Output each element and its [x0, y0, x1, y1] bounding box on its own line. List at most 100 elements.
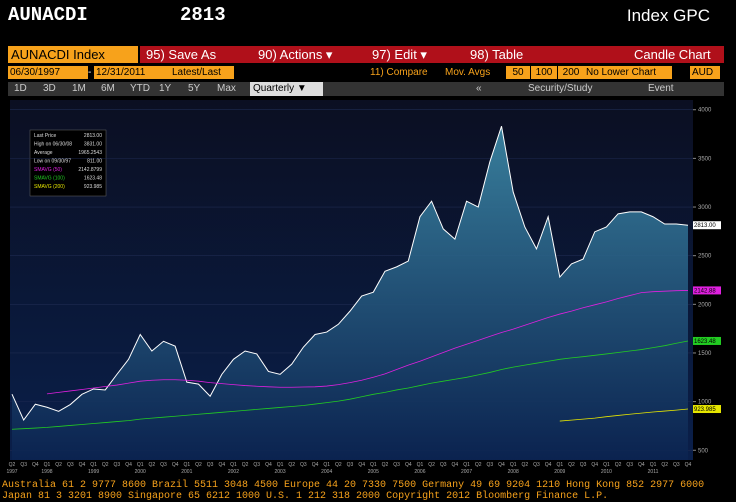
- legend-label: Average: [34, 150, 53, 156]
- mode-select[interactable]: Latest/Last: [170, 66, 234, 79]
- compare-button[interactable]: 11) Compare: [370, 67, 428, 78]
- x-tick-label: Q3: [207, 462, 214, 468]
- x-tick-label: Q1: [603, 462, 610, 468]
- end-date[interactable]: 12/31/2011: [94, 66, 170, 79]
- x-tick-label: Q1: [230, 462, 237, 468]
- x-tick-label: Q4: [312, 462, 319, 468]
- currency-select[interactable]: AUD: [690, 66, 720, 79]
- x-tick-label: Q3: [67, 462, 74, 468]
- year-label: 2006: [414, 469, 425, 475]
- edit-button[interactable]: 97) Edit ▾: [372, 47, 427, 62]
- x-tick-label: Q2: [242, 462, 249, 468]
- last-value-box: [693, 221, 721, 230]
- x-tick-label: Q4: [638, 462, 645, 468]
- year-label: 2003: [275, 469, 286, 475]
- event-button[interactable]: Event: [648, 83, 674, 94]
- last-value-label: 2813.00: [694, 223, 716, 229]
- x-tick-label: Q4: [172, 462, 179, 468]
- x-tick-label: Q4: [218, 462, 225, 468]
- collapse-button[interactable]: «: [476, 83, 482, 94]
- period-tab[interactable]: 1M: [72, 83, 86, 94]
- legend-value: 2142.8799: [78, 167, 102, 173]
- save-as-button[interactable]: 95) Save As: [146, 47, 217, 62]
- x-tick-label: Q4: [591, 462, 598, 468]
- x-tick-label: Q2: [615, 462, 622, 468]
- period-tab[interactable]: 3D: [43, 83, 56, 94]
- year-label: 1998: [41, 469, 52, 475]
- line: [46, 290, 689, 395]
- legend-label: High on 06/30/08: [34, 142, 72, 148]
- legend-label: Last Price: [34, 133, 56, 139]
- x-tick-label: Q3: [440, 462, 447, 468]
- x-tick-label: Q1: [137, 462, 144, 468]
- ma-field[interactable]: 100: [531, 66, 557, 79]
- y-tick-label: 4000: [698, 108, 712, 114]
- x-tick-label: Q4: [79, 462, 86, 468]
- study-button[interactable]: Security/Study: [528, 83, 593, 94]
- last-value-box: [693, 286, 721, 295]
- x-tick-label: Q3: [673, 462, 680, 468]
- x-tick-label: Q3: [626, 462, 633, 468]
- y-tick-label: 2000: [698, 302, 712, 308]
- year-label: 2011: [648, 469, 659, 475]
- y-tick-label: 1000: [698, 400, 712, 406]
- chart-type-button[interactable]: Candle Chart: [634, 47, 711, 62]
- ma-field[interactable]: 50: [506, 66, 530, 79]
- year-label: 2010: [601, 469, 612, 475]
- x-tick-label: Q4: [265, 462, 272, 468]
- x-tick-label: Q1: [44, 462, 51, 468]
- table-button[interactable]: 98) Table: [470, 47, 524, 62]
- footer-line: Australia 61 2 9777 8600 Brazil 5511 304…: [2, 480, 705, 491]
- actions-button[interactable]: 90) Actions ▾: [258, 47, 333, 62]
- legend-value: 3831.00: [84, 142, 102, 148]
- x-tick-label: Q1: [556, 462, 563, 468]
- legend-label: Low on 09/30/97: [34, 159, 71, 165]
- legend-value: 811.00: [87, 159, 102, 165]
- line: [11, 340, 689, 430]
- x-tick-label: Q4: [32, 462, 39, 468]
- x-tick-label: Q1: [323, 462, 330, 468]
- axis-area: [693, 100, 723, 460]
- x-tick-label: Q2: [9, 462, 16, 468]
- x-tick-label: Q2: [428, 462, 435, 468]
- line: [559, 408, 689, 422]
- period-tab[interactable]: 1Y: [159, 83, 172, 94]
- period-tab[interactable]: 5Y: [188, 83, 201, 94]
- x-tick-label: Q3: [253, 462, 260, 468]
- year-label: 2009: [554, 469, 565, 475]
- x-tick-label: Q2: [521, 462, 528, 468]
- legend-label: SMAVG (200): [34, 184, 65, 190]
- mov-avgs-label: Mov. Avgs: [445, 67, 491, 78]
- lower-chart-select[interactable]: No Lower Chart: [584, 66, 672, 79]
- x-tick-label: Q2: [475, 462, 482, 468]
- security-field[interactable]: AUNACDI Index: [8, 46, 138, 63]
- legend-label: SMAVG (100): [34, 176, 65, 182]
- y-tick-label: 1500: [698, 351, 712, 357]
- x-tick-label: Q1: [510, 462, 517, 468]
- x-tick-label: Q2: [661, 462, 668, 468]
- frequency-select[interactable]: Quarterly ▼: [250, 82, 323, 96]
- ma-field[interactable]: 200: [558, 66, 584, 79]
- period-tab[interactable]: YTD: [130, 83, 150, 94]
- legend-value: 1965.2543: [78, 150, 102, 156]
- y-tick-label: 500: [698, 448, 709, 454]
- x-tick-label: Q1: [90, 462, 97, 468]
- x-tick-label: Q4: [545, 462, 552, 468]
- legend-label: SMAVG (50): [34, 167, 62, 173]
- legend-value: 2813.00: [84, 133, 102, 139]
- x-tick-label: Q2: [102, 462, 109, 468]
- x-tick-label: Q4: [358, 462, 365, 468]
- y-tick-label: 3500: [698, 156, 712, 162]
- x-tick-label: Q3: [533, 462, 540, 468]
- period-tab[interactable]: Max: [217, 83, 236, 94]
- start-date[interactable]: 06/30/1997: [8, 66, 88, 79]
- period-tab[interactable]: 1D: [14, 83, 27, 94]
- last-value-label: 2142.88: [694, 288, 716, 294]
- ticker: AUNACDI: [8, 4, 88, 26]
- period-tab[interactable]: 6M: [101, 83, 115, 94]
- x-tick-label: Q3: [300, 462, 307, 468]
- x-tick-label: Q4: [685, 462, 692, 468]
- x-tick-label: Q3: [580, 462, 587, 468]
